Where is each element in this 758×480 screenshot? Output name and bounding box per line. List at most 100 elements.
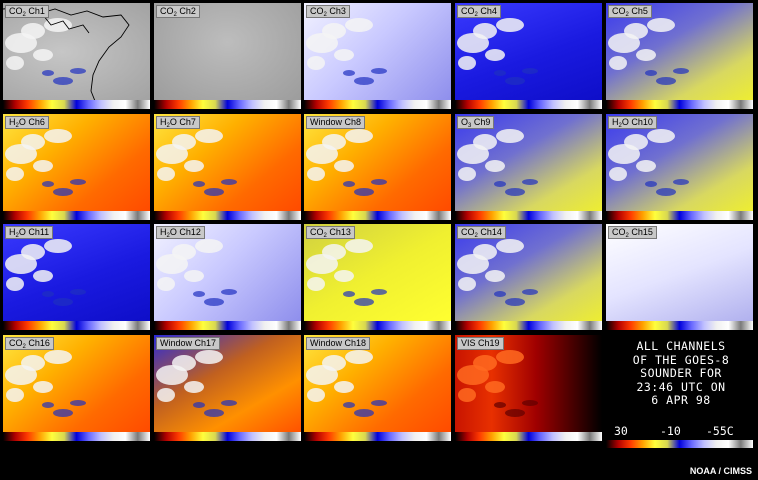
channel-label-suffix: Ch2 <box>176 6 196 16</box>
cloud-mass <box>184 270 204 282</box>
channel-label-suffix: Ch16 <box>25 338 50 348</box>
channel-label-prefix: Window Ch17 <box>160 338 217 348</box>
channel-label-prefix: CO <box>461 227 475 237</box>
channel-label: CO2 Ch1 <box>5 5 49 18</box>
cloud-band <box>505 409 525 417</box>
channel-colorbar <box>154 432 301 441</box>
cloud-mass <box>647 129 675 143</box>
cloud-band <box>354 298 374 306</box>
cloud-mass <box>307 167 325 181</box>
cloud-mass <box>33 160 53 172</box>
channel-label: H2O Ch11 <box>5 226 54 239</box>
cloud-mass <box>345 18 373 32</box>
channel-label: VIS Ch19 <box>457 337 504 350</box>
cloud-mass <box>184 160 204 172</box>
channel-label-suffix: Ch4 <box>477 6 497 16</box>
cloud-mass <box>44 350 72 364</box>
channel-label: H2O Ch6 <box>5 116 49 129</box>
channel-panel: H2O Ch12 <box>154 224 301 322</box>
channel-label-suffix: Ch9 <box>471 117 491 127</box>
channel-label-prefix: CO <box>461 6 475 16</box>
channel-label: H2O Ch10 <box>608 116 657 129</box>
cloud-overlay <box>156 129 237 196</box>
channel-colorbar <box>154 321 301 330</box>
cloud-band <box>221 400 237 406</box>
channel-colorbar <box>606 100 753 109</box>
cloud-mass <box>345 350 373 364</box>
cloud-mass <box>322 355 346 371</box>
cloud-overlay <box>457 18 538 85</box>
channel-label-prefix: H <box>160 117 167 127</box>
cloud-mass <box>496 239 524 253</box>
channel-label-prefix: Window Ch18 <box>310 338 367 348</box>
channel-label: CO2 Ch16 <box>5 337 54 350</box>
scale-label-cold: -55C <box>706 424 734 438</box>
cloud-band <box>494 291 506 297</box>
cloud-overlay <box>306 18 387 85</box>
channel-label-subscript: 2 <box>474 12 478 18</box>
cloud-overlay <box>156 239 237 306</box>
channel-label: Window Ch18 <box>306 337 371 350</box>
channel-panel: CO2 Ch15 <box>606 224 753 322</box>
channel-colorbar <box>606 321 753 330</box>
cloud-mass <box>485 270 505 282</box>
channel-label-subscript: 2 <box>166 233 170 239</box>
cloud-band <box>505 298 525 306</box>
cloud-band <box>70 400 86 406</box>
cloud-band <box>42 291 54 297</box>
cloud-mass <box>485 381 505 393</box>
channel-label-prefix: H <box>612 117 619 127</box>
cloud-mass <box>157 388 175 402</box>
channel-colorbar <box>3 321 150 330</box>
legend-colorbar <box>606 440 753 448</box>
cloud-band <box>343 181 355 187</box>
channel-label-subscript: 2 <box>173 12 177 18</box>
cloud-mass <box>44 129 72 143</box>
channel-label-subscript: 2 <box>166 123 170 129</box>
cloud-band <box>42 181 54 187</box>
cloud-mass <box>33 381 53 393</box>
cloud-mass <box>172 134 196 150</box>
cloud-mass <box>496 129 524 143</box>
cloud-mass <box>458 167 476 181</box>
cloud-mass <box>496 350 524 364</box>
cloud-mass <box>172 244 196 260</box>
channel-panel: CO2 Ch16 <box>3 335 150 433</box>
credit-text: NOAA / CIMSS <box>689 466 752 476</box>
channel-label: O3 Ch9 <box>457 116 495 129</box>
channel-label-prefix: CO <box>160 6 174 16</box>
cloud-band <box>371 289 387 295</box>
channel-colorbar <box>606 211 753 220</box>
cloud-band <box>645 181 657 187</box>
cloud-overlay <box>608 129 689 196</box>
channel-label-prefix: VIS Ch19 <box>461 338 500 348</box>
cloud-mass <box>473 355 497 371</box>
cloud-mass <box>172 355 196 371</box>
cloud-mass <box>322 134 346 150</box>
channel-label-prefix: H <box>160 227 167 237</box>
cloud-band <box>204 188 224 196</box>
channel-label-subscript: 2 <box>323 12 327 18</box>
channel-panel: CO2 Ch4 <box>455 3 602 101</box>
cloud-mass <box>624 134 648 150</box>
cloud-band <box>354 188 374 196</box>
cloud-mass <box>33 49 53 61</box>
channel-label-suffix: O Ch6 <box>18 117 45 127</box>
satellite-image <box>154 3 301 101</box>
cloud-mass <box>322 244 346 260</box>
cloud-band <box>53 188 73 196</box>
channel-label-suffix: O Ch11 <box>18 227 50 237</box>
cloud-band <box>656 77 676 85</box>
cloud-band <box>645 70 657 76</box>
cloud-mass <box>307 388 325 402</box>
cloud-overlay <box>457 129 538 196</box>
cloud-band <box>221 179 237 185</box>
cloud-mass <box>473 23 497 39</box>
cloud-band <box>70 179 86 185</box>
channel-label: CO2 Ch13 <box>306 226 355 239</box>
cloud-overlay <box>5 129 86 196</box>
channel-panel: H2O Ch10 <box>606 114 753 212</box>
cloud-mass <box>334 381 354 393</box>
channel-label-subscript: 2 <box>15 233 19 239</box>
cloud-band <box>53 409 73 417</box>
